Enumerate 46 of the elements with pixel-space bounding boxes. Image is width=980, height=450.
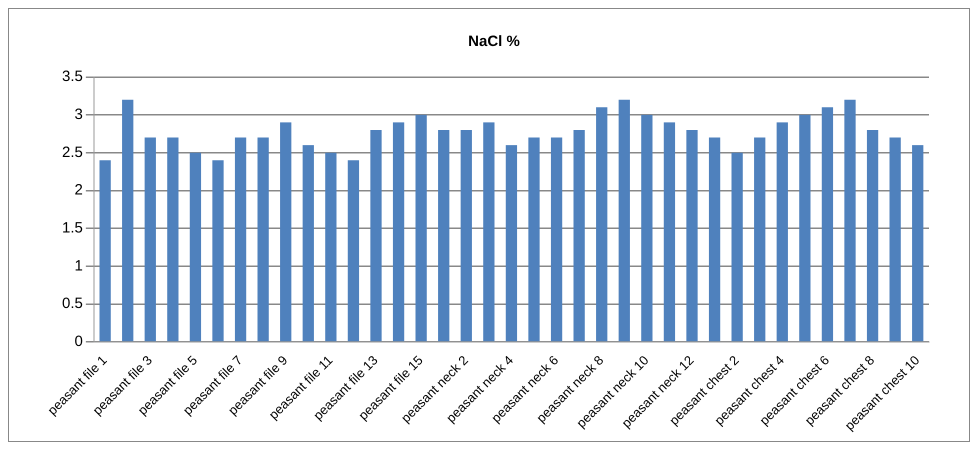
bar — [460, 130, 472, 342]
bar — [866, 130, 878, 342]
bar — [483, 122, 494, 342]
bar — [167, 138, 178, 342]
bar — [574, 130, 585, 342]
bar — [348, 160, 360, 342]
bar — [664, 122, 676, 342]
y-tick-label: 1.5 — [62, 220, 83, 237]
bar — [822, 107, 834, 342]
bar — [912, 145, 924, 342]
bar — [596, 107, 608, 342]
bar — [550, 138, 562, 342]
bar — [776, 122, 788, 342]
bar — [844, 100, 856, 342]
y-tick-label: 3.5 — [62, 68, 83, 86]
bar — [528, 138, 540, 342]
bar — [890, 138, 901, 342]
bar — [370, 130, 382, 342]
bar — [799, 114, 810, 342]
bar — [506, 145, 518, 342]
bar — [754, 138, 766, 342]
bar — [641, 114, 652, 342]
y-tick-label: 1 — [74, 257, 83, 274]
bar — [190, 152, 202, 342]
bar — [99, 160, 111, 342]
y-tick-label: 2 — [74, 182, 83, 199]
bar — [302, 145, 314, 342]
bar — [257, 138, 269, 342]
chart-title: NaCl % — [468, 33, 520, 50]
y-tick-label: 2.5 — [62, 144, 83, 161]
bar — [438, 130, 450, 342]
bar — [618, 100, 630, 342]
bar — [144, 138, 156, 342]
y-tick-label: 0 — [74, 333, 83, 350]
bar — [392, 122, 404, 342]
bar — [234, 138, 246, 342]
y-tick-label: 0.5 — [62, 295, 83, 312]
bar — [708, 138, 720, 342]
bar — [212, 160, 224, 342]
bar — [686, 130, 698, 342]
bar — [280, 122, 292, 342]
bar — [415, 114, 427, 342]
bar — [122, 100, 134, 342]
bar — [325, 152, 336, 342]
y-tick-label: 3 — [74, 106, 83, 123]
bar — [732, 152, 743, 342]
